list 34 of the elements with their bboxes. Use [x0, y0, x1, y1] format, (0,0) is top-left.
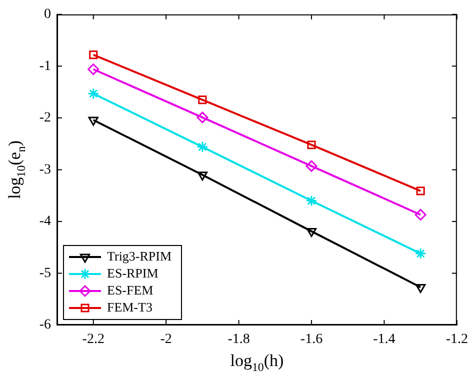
y-tick-label: -6 [39, 318, 51, 333]
point [88, 116, 98, 126]
y-tick-label: -1 [39, 58, 51, 74]
legend-label: FEM-T3 [107, 299, 152, 314]
point [415, 284, 426, 293]
x-tick-label: -2.2 [82, 332, 104, 348]
point [197, 172, 208, 181]
point [306, 195, 318, 207]
y-axis-title: log10(en) [5, 140, 28, 199]
point [198, 96, 207, 104]
x-tick-label: -1.2 [446, 332, 468, 348]
y-tick-label: -5 [39, 266, 51, 281]
legend-label: Trig3-RPIM [107, 248, 172, 264]
x-tick-label: -1.4 [373, 332, 396, 348]
point [89, 50, 98, 60]
legend-label: ES-FEM [107, 282, 154, 298]
point [306, 228, 317, 238]
point [307, 140, 316, 150]
y-tick-label: -2 [39, 110, 51, 126]
point [416, 186, 425, 196]
point [88, 64, 100, 76]
y-tick-label: -3 [39, 162, 51, 178]
legend-label: ES-RPIM [107, 265, 159, 280]
x-tick-label: -1.6 [300, 332, 323, 348]
point [88, 88, 100, 100]
point [196, 141, 208, 153]
point [414, 208, 426, 220]
y-tick-label: 0 [44, 7, 51, 22]
x-tick-label: -2 [160, 332, 172, 348]
x-tick-label: -1.8 [228, 332, 250, 348]
point [196, 112, 208, 124]
point [306, 160, 318, 172]
point [414, 248, 426, 260]
y-tick-label: -4 [39, 214, 51, 230]
